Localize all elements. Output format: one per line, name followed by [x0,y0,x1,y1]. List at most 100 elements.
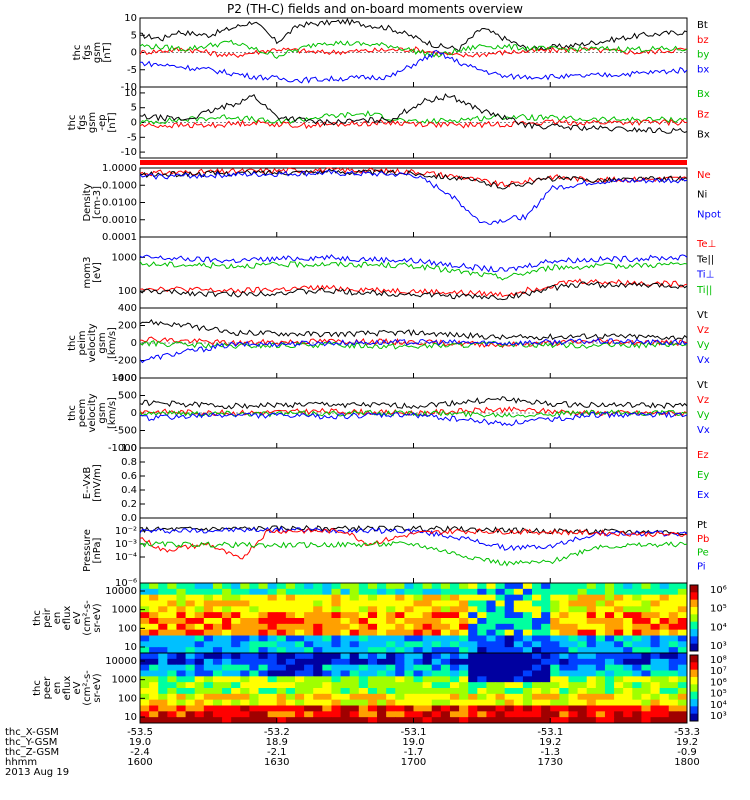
spectro-cell [468,606,478,613]
spectro-cell [386,711,396,718]
spectro-cell [222,717,232,724]
spectro-cell [504,699,515,706]
spectro-cell [650,641,661,648]
spectro-cell [349,653,360,660]
spectro-cell [377,705,387,712]
spectro-cell [167,693,177,701]
spectro-cell [668,635,679,642]
spectro-cell [240,629,250,636]
spectro-cell [449,600,460,607]
spectro-cell [568,699,579,706]
spectro-cell [440,670,451,677]
spectro-cell [440,583,451,590]
spectro-cell [632,647,642,654]
spectro-cell [222,618,232,625]
spectro-cell [650,594,661,601]
spectro-cell [541,583,551,590]
spectro-cell [304,594,314,601]
spectro-cell [632,600,642,607]
spectro-cell [294,612,305,619]
spectro-cell [194,618,205,625]
spectro-cell [659,705,670,712]
spectro-cell [367,635,378,642]
spectro-cell [586,588,597,596]
spectro-cell [240,670,250,677]
spectro-cell [158,612,168,619]
spectro-cell [641,653,652,660]
spectro-cell [258,658,269,666]
spectro-cell [331,717,342,724]
spectro-cell [504,588,515,596]
spectro-cell [340,664,351,671]
spectro-cell [386,647,396,654]
spectro-cell [650,670,661,677]
spectro-cell [604,682,615,689]
ephem-value: 1700 [401,757,426,768]
spectro-cell [176,635,187,642]
spectro-cell [331,653,342,660]
spectro-cell [449,588,460,596]
spectro-cell [404,670,414,677]
spectro-cell [504,658,515,666]
spectro-cell [294,583,305,590]
spectro-cell [550,635,560,642]
spectro-cell [413,612,424,619]
spectro-cell [595,682,606,689]
spectro-cell [413,600,424,607]
colorbar-cell [690,599,698,608]
spectro-cell [422,641,433,648]
legend-Vt: Vt [697,310,708,321]
spectro-cell [212,653,223,660]
spectro-cell [367,676,378,683]
spectro-cell [377,623,387,631]
spectro-cell [349,641,360,648]
spectro-cell [249,664,260,671]
spectro-cell [276,705,287,712]
spectro-cell [677,688,688,695]
spectro-cell [586,647,597,654]
spectro-cell [231,606,241,613]
colorbar-cell [690,691,698,700]
spectro-cell [659,635,670,642]
spectro-cell [568,635,579,642]
spectro-cell [504,600,515,607]
spectro-cell [276,688,287,695]
spectro-cell [185,676,196,683]
spectro-cell [431,688,442,695]
spectro-cell [203,612,214,619]
spectro-cell [222,635,232,642]
spectro-cell [322,711,332,718]
spectro-cell [304,618,314,625]
spectro-cell [377,612,387,619]
spectro-cell [294,618,305,625]
spectro-cell [668,641,679,648]
ylabel: mom3 [82,257,93,289]
spectro-cell [176,705,187,712]
spectro-cell [614,583,624,590]
spectro-cell [294,623,305,631]
spectro-cell [413,635,424,642]
spectro-cell [367,699,378,706]
spectro-cell [267,682,278,689]
spectro-cell [167,641,177,648]
spectro-cell [422,688,433,695]
spectro-cell [595,606,606,613]
spectro-cell [276,612,287,619]
spectro-cell [568,693,579,701]
spectro-cell [459,623,469,631]
spectro-cell [449,670,460,677]
series-by [139,39,688,60]
ytick-label: 10⁻⁴ [115,552,137,563]
spectro-cell [194,583,205,590]
spectro-cell [431,653,442,660]
spectro-cell [322,629,332,636]
spectro-cell [331,588,342,596]
spectro-cell [194,711,205,718]
spectro-cell [240,664,250,671]
spectro-cell [659,664,670,671]
spectro-cell [504,635,515,642]
spectro-cell [641,635,652,642]
spectro-cell [404,594,414,601]
spectro-cell [349,682,360,689]
spectro-cell [140,600,150,607]
